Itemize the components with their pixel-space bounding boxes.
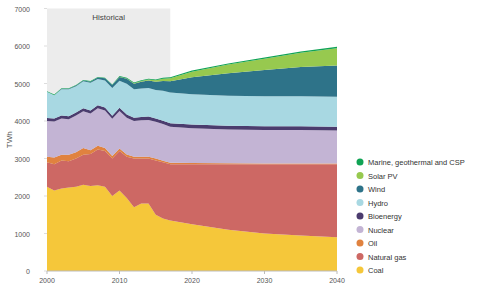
x-tick-label: 2010: [112, 277, 128, 284]
legend-swatch: [357, 199, 364, 206]
legend-swatch: [357, 240, 364, 247]
legend-label: Natural gas: [368, 253, 407, 262]
x-tick: [264, 271, 265, 274]
legend-label: Marine, geothermal and CSP: [368, 158, 465, 167]
y-tick: [44, 83, 47, 84]
x-tick: [47, 271, 48, 274]
x-tick: [337, 271, 338, 274]
x-tick-label: 2030: [257, 277, 273, 284]
y-tick-label: 7000: [14, 6, 30, 13]
legend-label: Oil: [368, 239, 378, 248]
annotation: Historical: [92, 13, 125, 22]
x-tick-label: 2000: [39, 277, 55, 284]
legend-label: Wind: [368, 185, 385, 194]
legend-label: Solar PV: [368, 172, 398, 181]
legend-swatch: [357, 226, 364, 233]
y-tick-label: 4000: [14, 118, 30, 125]
legend-label: Bioenergy: [368, 212, 402, 221]
legend-label: Nuclear: [368, 226, 394, 235]
y-tick: [44, 233, 47, 234]
y-tick-label: 6000: [14, 43, 30, 50]
legend-swatch: [357, 159, 364, 166]
y-tick: [44, 8, 47, 9]
legend-swatch: [357, 253, 364, 260]
y-tick-label: 1000: [14, 231, 30, 238]
y-axis-label: TWh: [5, 131, 14, 148]
y-tick: [44, 121, 47, 122]
y-tick-label: 5000: [14, 81, 30, 88]
legend-swatch: [357, 186, 364, 193]
y-tick: [44, 196, 47, 197]
x-tick: [119, 271, 120, 274]
legend-label: Hydro: [368, 199, 388, 208]
y-tick-label: 2000: [14, 193, 30, 200]
legend-label: Coal: [368, 266, 384, 275]
y-tick: [44, 46, 47, 47]
x-tick-label: 2020: [184, 277, 200, 284]
y-tick-label: 0: [26, 268, 30, 275]
y-tick-label: 3000: [14, 156, 30, 163]
x-tick: [192, 271, 193, 274]
chart: Historical 0 1000 2000 3000 4000 5000 6000 7000 2…: [0, 0, 478, 289]
legend-swatch: [357, 172, 364, 179]
y-tick: [44, 158, 47, 159]
legend-swatch: [357, 267, 364, 274]
x-tick-label: 2040: [329, 277, 345, 284]
legend-swatch: [357, 213, 364, 220]
areas: [47, 47, 337, 271]
area: [47, 47, 337, 95]
